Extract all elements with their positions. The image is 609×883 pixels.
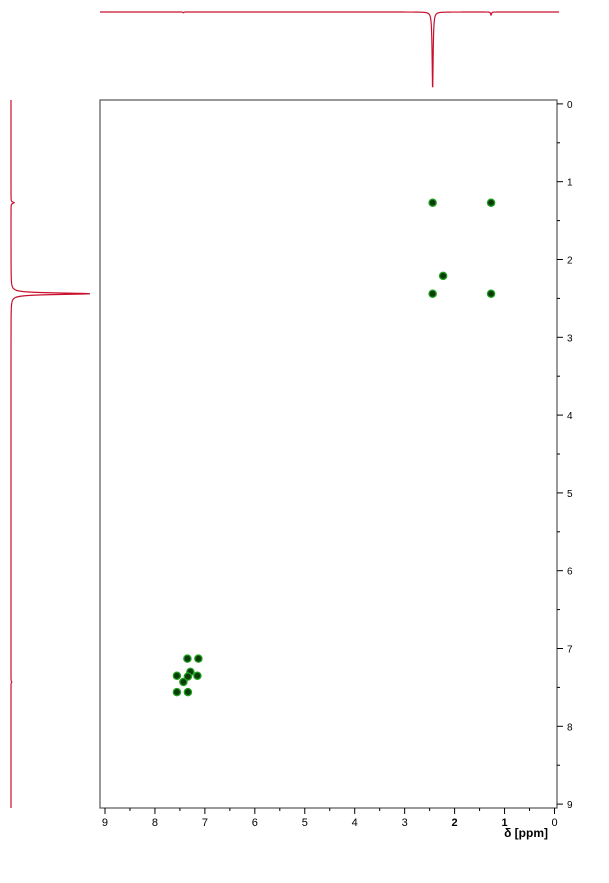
y-tick-label: 1 bbox=[567, 178, 573, 189]
top-projection-spectrum bbox=[100, 11, 559, 88]
cross-peak bbox=[179, 677, 188, 687]
top-projection-trace bbox=[100, 11, 559, 88]
plot-frame bbox=[99, 99, 558, 809]
x-tick-label: 0 bbox=[551, 817, 557, 829]
x-tick-label: 1 bbox=[501, 817, 507, 829]
x-tick-label: 6 bbox=[252, 817, 258, 829]
cross-peak bbox=[428, 198, 437, 207]
cross-peak bbox=[183, 654, 192, 663]
left-projection-trace bbox=[10, 100, 90, 808]
cross-peak bbox=[172, 687, 182, 697]
y-tick-label: 2 bbox=[567, 255, 573, 266]
y-tick-label: 8 bbox=[567, 722, 573, 733]
cross-peak bbox=[428, 289, 437, 298]
x-tick-label: 8 bbox=[152, 817, 158, 829]
cross-peak bbox=[183, 687, 193, 697]
x-tick-label: 4 bbox=[352, 817, 358, 829]
cross-peak bbox=[486, 289, 496, 298]
y-axis: 0 1 2 3 4 5 6 7 8 9 bbox=[557, 100, 573, 811]
cross-peak bbox=[486, 198, 496, 207]
cross-peak bbox=[194, 654, 203, 663]
x-axis: 9 8 7 6 5 4 3 2 1 0 bbox=[102, 808, 558, 829]
x-tick-label: 5 bbox=[302, 817, 308, 829]
left-projection-spectrum bbox=[10, 100, 90, 808]
x-tick-label: 9 bbox=[102, 817, 108, 829]
x-tick-label: 7 bbox=[202, 817, 208, 829]
y-tick-label: 6 bbox=[567, 567, 573, 578]
y-tick-label: 4 bbox=[567, 411, 573, 422]
cross-peak bbox=[438, 271, 448, 281]
y-tick-label: 3 bbox=[567, 333, 573, 344]
x-tick-label: 2 bbox=[452, 817, 458, 829]
y-tick-label: 5 bbox=[567, 489, 573, 500]
y-tick-label: 0 bbox=[567, 100, 573, 111]
y-tick-label: 7 bbox=[567, 645, 573, 656]
cross-peaks bbox=[172, 198, 496, 697]
cross-peak bbox=[183, 672, 193, 681]
cross-peak bbox=[172, 671, 182, 680]
x-tick-label: 3 bbox=[402, 817, 408, 829]
cross-peak bbox=[193, 671, 202, 680]
x-axis-label: δ [ppm] bbox=[504, 826, 548, 840]
y-tick-label: 9 bbox=[567, 800, 573, 811]
